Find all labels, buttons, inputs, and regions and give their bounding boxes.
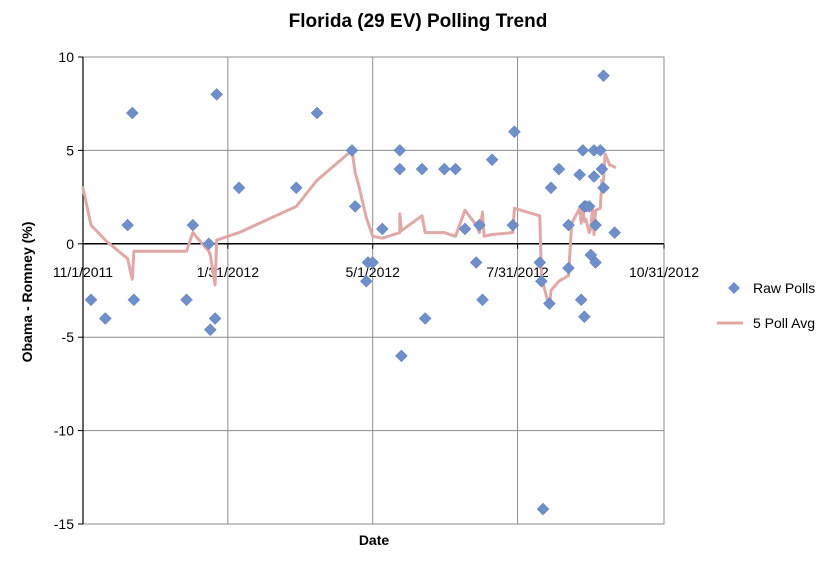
chart-title: Florida (29 EV) Polling Trend <box>289 11 548 32</box>
poll-marker <box>395 349 408 363</box>
poll-marker <box>121 218 134 232</box>
poll-marker <box>536 502 550 516</box>
avg-line-layer <box>81 148 617 309</box>
poll-marker <box>582 200 596 213</box>
poll-markers-layer <box>84 69 622 516</box>
poll-marker <box>210 88 224 101</box>
x-tick-label: 5/1/2012 <box>345 264 400 280</box>
poll-marker <box>437 162 451 176</box>
poll-marker <box>578 310 591 324</box>
legend-raw-polls-marker <box>728 282 740 294</box>
y-tick-label: -5 <box>62 329 75 345</box>
legend-avg-label: 5 Poll Avg <box>753 315 815 331</box>
tick-labels: -15 -10 -5 0 5 10 11/1/2011 1/31/2012 5/1/2012 7/… <box>53 49 699 532</box>
poll-marker <box>84 293 98 307</box>
x-tick-label: 7/31/2012 <box>486 264 548 280</box>
y-tick-label: -10 <box>54 423 74 439</box>
poll-marker <box>98 312 112 325</box>
poll-marker <box>375 222 389 236</box>
poll-marker <box>348 200 362 213</box>
poll-marker <box>393 144 407 157</box>
poll-marker <box>574 293 588 307</box>
poll-marker <box>458 222 472 236</box>
x-tick-label: 1/31/2012 <box>197 264 259 280</box>
poll-marker <box>595 162 609 176</box>
poll-marker <box>552 162 566 176</box>
poll-marker <box>597 69 610 83</box>
poll-marker <box>359 274 373 288</box>
poll-marker <box>127 293 141 307</box>
poll-marker <box>345 144 359 157</box>
poll-marker <box>180 293 193 307</box>
poll-marker <box>544 181 558 195</box>
poll-marker <box>508 125 521 139</box>
poll-marker <box>589 256 602 269</box>
y-axis-title: Obama - Romney (%) <box>19 222 35 363</box>
poll-marker <box>203 323 217 337</box>
poll-marker <box>562 261 575 275</box>
x-tick-label: 10/31/2012 <box>629 264 699 280</box>
x-axis-title: Date <box>359 532 390 548</box>
poll-marker <box>289 181 303 195</box>
poll-marker <box>232 181 246 195</box>
poll-marker <box>597 181 610 195</box>
poll-marker <box>573 168 586 182</box>
poll-marker <box>535 274 548 288</box>
poll-marker <box>473 218 486 232</box>
avg-line <box>81 148 617 309</box>
legend-raw-polls-label: Raw Polls <box>753 280 815 296</box>
poll-marker <box>310 106 324 120</box>
axes <box>78 56 665 525</box>
poll-marker <box>589 218 602 232</box>
poll-marker <box>186 218 200 232</box>
poll-marker <box>576 144 590 157</box>
poll-marker <box>202 237 216 251</box>
poll-marker <box>415 162 429 176</box>
y-tick-label: 5 <box>66 142 74 158</box>
poll-marker <box>562 218 575 232</box>
poll-marker <box>593 144 607 157</box>
poll-marker <box>469 256 483 269</box>
poll-marker <box>506 218 520 232</box>
x-tick-label: 11/1/2011 <box>53 264 113 280</box>
poll-marker <box>125 106 139 120</box>
poll-marker <box>366 256 380 269</box>
legend: Raw Polls 5 Poll Avg <box>717 280 815 331</box>
y-tick-label: -15 <box>54 516 74 532</box>
poll-marker <box>587 170 601 183</box>
y-tick-label: 10 <box>58 49 74 65</box>
poll-marker <box>393 162 407 176</box>
plot-frame <box>82 56 665 525</box>
poll-marker <box>485 153 499 167</box>
poll-marker <box>608 226 622 239</box>
grid <box>82 56 665 525</box>
poll-marker <box>449 162 462 176</box>
poll-marker <box>208 312 222 325</box>
y-tick-label: 0 <box>66 236 74 252</box>
poll-marker <box>533 256 547 269</box>
poll-marker <box>476 293 489 307</box>
poll-marker <box>418 312 432 325</box>
poll-marker <box>543 297 556 310</box>
